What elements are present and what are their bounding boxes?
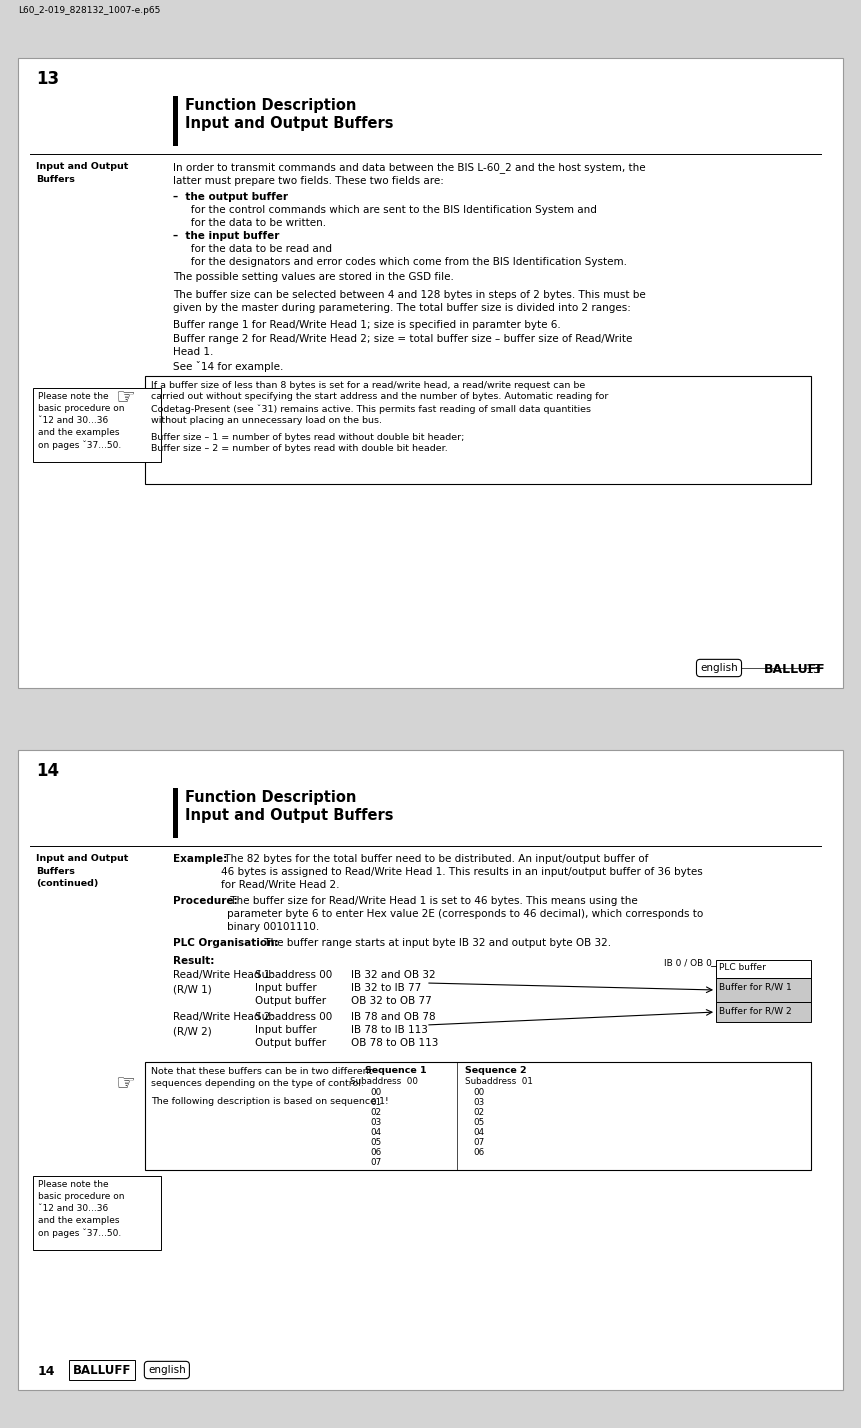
Text: IB 78 to IB 113: IB 78 to IB 113 — [351, 1025, 428, 1035]
Text: ☞: ☞ — [115, 388, 135, 408]
Text: 06: 06 — [370, 1148, 381, 1157]
Text: 02: 02 — [370, 1108, 381, 1117]
Text: 13: 13 — [36, 70, 59, 89]
Text: The buffer size can be selected between 4 and 128 bytes in steps of 2 bytes. Thi: The buffer size can be selected between … — [173, 290, 646, 313]
Text: Example:: Example: — [173, 854, 227, 864]
Text: Output buffer: Output buffer — [255, 995, 326, 1005]
Text: 14: 14 — [38, 1365, 55, 1378]
Text: 06: 06 — [473, 1148, 484, 1157]
Text: IB 32 and OB 32: IB 32 and OB 32 — [351, 970, 436, 980]
Text: The 82 bytes for the total buffer need to be distributed. An input/output buffer: The 82 bytes for the total buffer need t… — [221, 854, 703, 891]
Bar — [33, 388, 161, 463]
Text: 07: 07 — [473, 1138, 484, 1147]
Text: 14: 14 — [36, 763, 59, 780]
Text: Procedure:: Procedure: — [173, 895, 238, 905]
Text: Read/Write Head 1:
(R/W 1): Read/Write Head 1: (R/W 1) — [173, 970, 274, 994]
Text: IB 32 to IB 77: IB 32 to IB 77 — [351, 982, 421, 992]
Text: Please note the
basic procedure on
ˇ12 and 30...36
and the examples
on pages ˇ37: Please note the basic procedure on ˇ12 a… — [38, 393, 125, 450]
Bar — [18, 750, 843, 1389]
Text: Buffer for R/W 1: Buffer for R/W 1 — [719, 982, 792, 992]
Text: 00: 00 — [370, 1088, 381, 1097]
Bar — [716, 1002, 811, 1022]
Text: Subaddress  00: Subaddress 00 — [350, 1077, 418, 1087]
Text: 03: 03 — [473, 1098, 484, 1107]
Text: ☞: ☞ — [115, 1074, 135, 1094]
Bar — [829, 780, 843, 1359]
Text: Input buffer: Input buffer — [255, 1025, 317, 1035]
Text: IB 78 and OB 78: IB 78 and OB 78 — [351, 1012, 436, 1022]
Text: L60_2-019_828132_1007-e.p65: L60_2-019_828132_1007-e.p65 — [18, 6, 160, 16]
Text: english: english — [148, 1365, 186, 1375]
Text: Result:: Result: — [173, 955, 214, 965]
Text: Please note the
basic procedure on
ˇ12 and 30...36
and the examples
on pages ˇ37: Please note the basic procedure on ˇ12 a… — [38, 1180, 125, 1238]
Text: Function Description: Function Description — [185, 790, 356, 805]
Text: 05: 05 — [370, 1138, 381, 1147]
Text: PLC buffer: PLC buffer — [719, 962, 766, 972]
Text: Output buffer: Output buffer — [255, 1038, 326, 1048]
Text: 13: 13 — [805, 663, 821, 675]
Bar — [18, 59, 843, 688]
Text: english: english — [700, 663, 738, 673]
Text: Input and Output Buffers: Input and Output Buffers — [185, 808, 393, 823]
Text: IB 0 / OB 0: IB 0 / OB 0 — [664, 958, 712, 967]
Text: Sequence 2: Sequence 2 — [465, 1065, 527, 1075]
Text: for the control commands which are sent to the BIS Identification System and
   : for the control commands which are sent … — [181, 206, 597, 228]
Bar — [145, 376, 811, 484]
Text: 01: 01 — [370, 1098, 381, 1107]
Bar — [33, 1177, 161, 1250]
Text: PLC Organisation:: PLC Organisation: — [173, 938, 279, 948]
Text: In order to transmit commands and data between the BIS L-60_2 and the host syste: In order to transmit commands and data b… — [173, 161, 646, 186]
Bar — [716, 978, 811, 1002]
Text: OB 78 to OB 113: OB 78 to OB 113 — [351, 1038, 438, 1048]
Text: for the data to be read and
   for the designators and error codes which come fr: for the data to be read and for the desi… — [181, 244, 627, 267]
Text: Read/Write Head 2:
(R/W 2): Read/Write Head 2: (R/W 2) — [173, 1012, 274, 1035]
Text: Buffer size – 1 = number of bytes read without double bit header;
Buffer size – : Buffer size – 1 = number of bytes read w… — [151, 433, 464, 454]
Text: Subaddress 00: Subaddress 00 — [255, 1012, 332, 1022]
Text: Input and Output Buffers: Input and Output Buffers — [185, 116, 393, 131]
Bar — [173, 96, 178, 146]
Text: Note that these buffers can be in two different
sequences depending on the type : Note that these buffers can be in two di… — [151, 1067, 372, 1088]
Text: 00: 00 — [473, 1088, 484, 1097]
Text: 02: 02 — [473, 1108, 484, 1117]
Text: The buffer range starts at input byte IB 32 and output byte OB 32.: The buffer range starts at input byte IB… — [261, 938, 611, 948]
Bar — [173, 788, 178, 838]
Text: BALLUFF: BALLUFF — [764, 663, 826, 675]
Text: If a buffer size of less than 8 bytes is set for a read/write head, a read/write: If a buffer size of less than 8 bytes is… — [151, 381, 609, 426]
Text: 04: 04 — [370, 1128, 381, 1137]
Bar — [716, 960, 811, 978]
Text: Input and Output
Buffers: Input and Output Buffers — [36, 161, 128, 184]
Text: The possible setting values are stored in the GSD file.: The possible setting values are stored i… — [173, 271, 454, 281]
Text: The following description is based on sequence 1!: The following description is based on se… — [151, 1097, 389, 1107]
Text: 05: 05 — [473, 1118, 484, 1127]
Text: 03: 03 — [370, 1118, 381, 1127]
Text: OB 32 to OB 77: OB 32 to OB 77 — [351, 995, 431, 1005]
Text: Input and Output
Buffers
(continued): Input and Output Buffers (continued) — [36, 854, 128, 888]
Bar — [829, 89, 843, 658]
Text: Sequence 1: Sequence 1 — [365, 1065, 426, 1075]
Text: The buffer size for Read/Write Head 1 is set to 46 bytes. This means using the
p: The buffer size for Read/Write Head 1 is… — [227, 895, 703, 932]
Text: BALLUFF: BALLUFF — [73, 1364, 132, 1377]
Text: 04: 04 — [473, 1128, 484, 1137]
Text: –  the input buffer: – the input buffer — [173, 231, 279, 241]
Text: Input buffer: Input buffer — [255, 982, 317, 992]
Text: Buffer range 1 for Read/Write Head 1; size is specified in paramter byte 6.
Buff: Buffer range 1 for Read/Write Head 1; si… — [173, 320, 632, 373]
Text: Subaddress 00: Subaddress 00 — [255, 970, 332, 980]
Text: Function Description: Function Description — [185, 99, 356, 113]
Text: 07: 07 — [370, 1158, 381, 1167]
Text: –  the output buffer: – the output buffer — [173, 191, 288, 201]
Bar — [145, 1062, 811, 1170]
Text: Subaddress  01: Subaddress 01 — [465, 1077, 533, 1087]
Text: Buffer for R/W 2: Buffer for R/W 2 — [719, 1007, 791, 1015]
